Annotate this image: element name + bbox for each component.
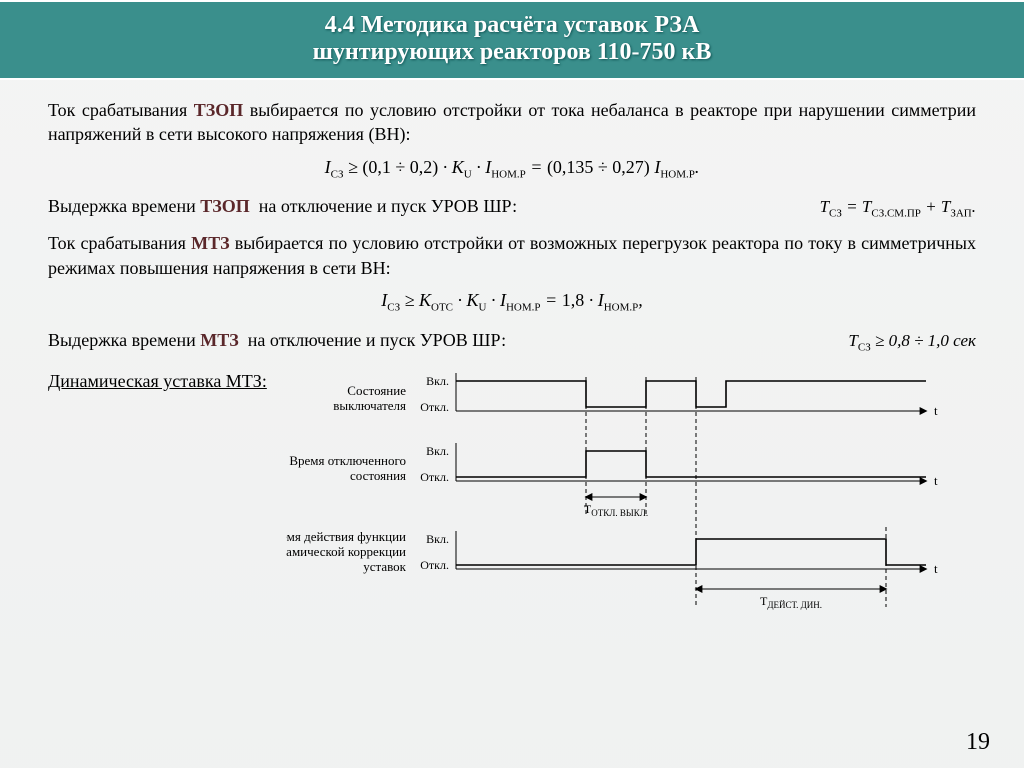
row1-label-1: Состояние	[347, 383, 406, 398]
acr-mtz2: МТЗ	[200, 330, 239, 350]
acr-tzop2: ТЗОП	[200, 196, 250, 216]
p-mtz-current: Ток срабатывания МТЗ выбирается по услов…	[48, 231, 976, 280]
lbl-off: Откл.	[420, 558, 449, 572]
txt: Ток срабатывания	[48, 100, 194, 120]
page-number: 19	[966, 729, 990, 756]
lbl-off: Откл.	[420, 400, 449, 414]
acr-mtz: МТЗ	[191, 233, 230, 253]
lbl-off: Откл.	[420, 470, 449, 484]
t-axis: t	[934, 403, 938, 418]
lbl-on: Вкл.	[426, 444, 449, 458]
txt: Выдержка времени	[48, 330, 200, 350]
ann-t-otkl: ТОТКЛ. ВЫКЛ.	[584, 502, 648, 518]
sig-breaker	[456, 381, 926, 407]
timing-diagram: Состояние выключателя Вкл. Откл. t	[286, 367, 946, 617]
sig-offtime	[456, 451, 926, 477]
formula-tzop-time: TСЗ = TСЗ.СМ.ПР + TЗАП.	[820, 196, 976, 221]
row2-label-2: состояния	[350, 468, 406, 483]
slide-title: 4.4 Методика расчёта уставок РЗА шунтиру…	[0, 0, 1024, 80]
row3-label-1: Время действия функции	[286, 529, 406, 544]
p-tzop-time: Выдержка времени ТЗОП на отключение и пу…	[48, 194, 976, 221]
acr-tzop: ТЗОП	[194, 100, 244, 120]
txt: Выдержка времени	[48, 196, 200, 216]
row1-label-2: выключателя	[333, 398, 406, 413]
t-axis: t	[934, 473, 938, 488]
lbl-on: Вкл.	[426, 532, 449, 546]
dyn-mtz-label: Динамическая уставка МТЗ:	[48, 367, 268, 392]
row3-label-2: динамической коррекции	[286, 544, 406, 559]
sig-dyn	[456, 539, 926, 565]
title-line2: шунтирующих реакторов 110-750 кВ	[0, 39, 1024, 66]
p-mtz-time: Выдержка времени МТЗ на отключение и пус…	[48, 328, 976, 355]
formula-mtz-time: TСЗ ≥ 0,8 ÷ 1,0 сек	[848, 330, 976, 355]
title-line1: 4.4 Методика расчёта уставок РЗА	[0, 12, 1024, 39]
p-tzop-current: Ток срабатывания ТЗОП выбирается по усло…	[48, 98, 976, 147]
row3-label-3: уставок	[363, 559, 406, 574]
row2-label-1: Время отключенного	[289, 453, 406, 468]
t-axis: t	[934, 561, 938, 576]
ann-t-dyn: ТДЕЙСТ. ДИН.	[760, 594, 822, 610]
txt: на отключение и пуск УРОВ ШР:	[243, 330, 506, 350]
txt: Ток срабатывания	[48, 233, 191, 253]
formula-tzop-current: IСЗ ≥ (0,1 ÷ 0,2) · KU · IНОМ.Р = (0,135…	[48, 157, 976, 181]
lbl-on: Вкл.	[426, 374, 449, 388]
txt: на отключение и пуск УРОВ ШР:	[254, 196, 517, 216]
formula-mtz-current: IСЗ ≥ KОТС · KU · IНОМ.Р = 1,8 · IНОМ.Р,	[48, 290, 976, 314]
